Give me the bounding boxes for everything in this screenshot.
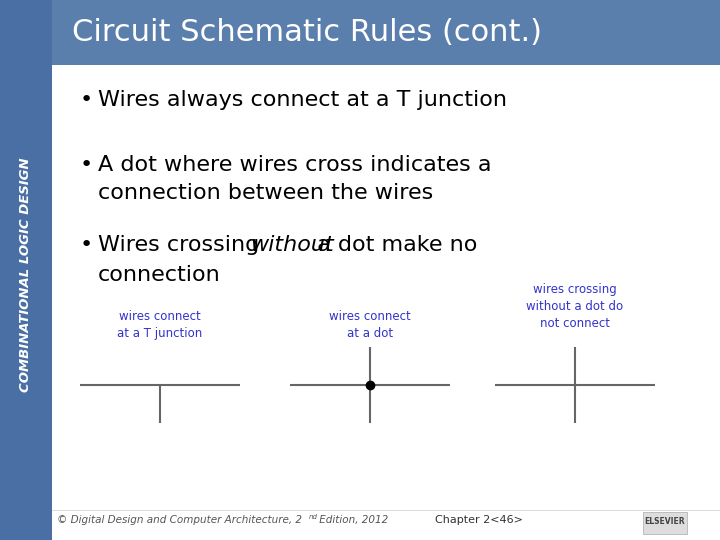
FancyBboxPatch shape	[0, 0, 52, 540]
Text: Chapter 2<46>: Chapter 2<46>	[435, 515, 523, 525]
Text: Edition, 2012: Edition, 2012	[316, 515, 388, 525]
Text: Wires always connect at a T junction: Wires always connect at a T junction	[98, 90, 507, 110]
Text: wires crossing
without a dot do
not connect: wires crossing without a dot do not conn…	[526, 283, 624, 330]
Text: Circuit Schematic Rules (cont.): Circuit Schematic Rules (cont.)	[72, 18, 542, 47]
Text: wires connect
at a T junction: wires connect at a T junction	[117, 310, 202, 340]
Text: nd: nd	[309, 514, 318, 520]
Text: •: •	[80, 155, 94, 175]
Text: COMBINATIONAL LOGIC DESIGN: COMBINATIONAL LOGIC DESIGN	[19, 158, 32, 393]
Text: Wires crossing: Wires crossing	[98, 235, 266, 255]
Text: without: without	[250, 235, 334, 255]
FancyBboxPatch shape	[52, 0, 720, 65]
Text: a dot make no: a dot make no	[310, 235, 477, 255]
Text: •: •	[80, 90, 94, 110]
FancyBboxPatch shape	[643, 512, 687, 534]
Text: connection between the wires: connection between the wires	[98, 183, 433, 203]
Text: A dot where wires cross indicates a: A dot where wires cross indicates a	[98, 155, 492, 175]
Text: •: •	[80, 235, 94, 255]
Text: ELSEVIER: ELSEVIER	[644, 517, 685, 526]
Text: © Digital Design and Computer Architecture, 2: © Digital Design and Computer Architectu…	[57, 515, 302, 525]
Text: connection: connection	[98, 265, 221, 285]
Text: wires connect
at a dot: wires connect at a dot	[329, 310, 411, 340]
